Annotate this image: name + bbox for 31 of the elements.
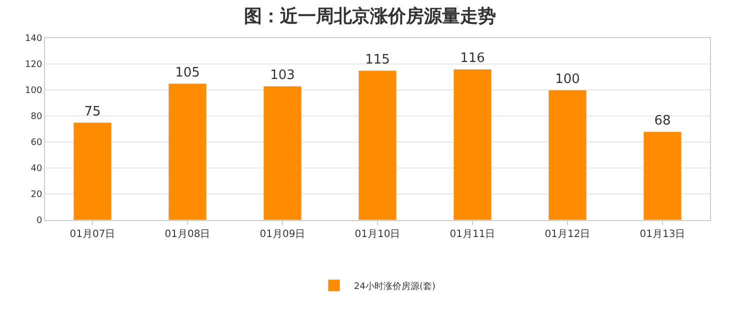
x-tick-label: 01月09日 <box>260 229 306 240</box>
bar <box>548 90 587 220</box>
x-tick-label: 01月08日 <box>164 229 210 240</box>
legend-label: 24小时涨价房源(套) <box>354 280 436 292</box>
bar <box>358 70 397 220</box>
data-label: 68 <box>654 114 671 129</box>
data-label: 115 <box>365 52 390 68</box>
y-tick-label: 120 <box>25 60 42 70</box>
bar <box>643 131 682 220</box>
data-label: 100 <box>555 72 580 87</box>
x-tick-label: 01月10日 <box>354 229 400 240</box>
chart-title: 图：近一周北京涨价房源量走势 <box>244 6 496 27</box>
y-tick-label: 40 <box>30 164 42 174</box>
y-tick-label: 60 <box>30 138 42 148</box>
x-tick-label: 01月11日 <box>450 229 496 240</box>
x-tick-label: 01月12日 <box>544 229 590 240</box>
bar <box>73 122 112 220</box>
y-tick-label: 100 <box>25 86 42 96</box>
data-label: 116 <box>460 51 485 66</box>
data-label: 103 <box>270 68 295 84</box>
y-tick-label: 140 <box>25 34 42 44</box>
bar <box>168 83 207 220</box>
x-tick-label: 01月07日 <box>70 229 116 240</box>
x-tick-label: 01月13日 <box>640 229 686 240</box>
y-tick-label: 0 <box>36 216 42 226</box>
bar <box>263 86 302 220</box>
y-tick-label: 80 <box>30 112 42 122</box>
data-label: 75 <box>84 104 101 120</box>
y-tick-label: 20 <box>30 190 42 200</box>
data-label: 105 <box>175 66 200 80</box>
bar <box>453 68 492 220</box>
